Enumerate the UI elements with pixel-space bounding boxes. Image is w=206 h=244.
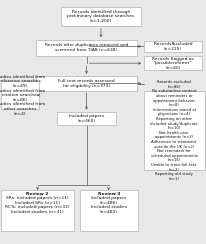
FancyBboxPatch shape [61,7,141,26]
Text: Records identified through
preliminary database searches
(n=1,200): Records identified through preliminary d… [67,10,135,23]
FancyBboxPatch shape [80,190,138,231]
FancyBboxPatch shape [144,91,205,170]
Text: Records excluded
(n=225): Records excluded (n=225) [154,42,192,51]
FancyBboxPatch shape [57,112,116,125]
Text: Records excluded
(n=86)
No substantive content
about reminders or
appointment be: Records excluded (n=86) No substantive c… [150,80,198,181]
Text: Review 2: Review 2 [26,192,49,195]
Text: SRs: included papers (n=11)
Included SRs (n=11)
RCTs: included papers (n=32)
Inc: SRs: included papers (n=11) Included SRs… [5,196,70,214]
FancyBboxPatch shape [36,76,137,91]
Text: Full-text records assessed
for eligibility (n=373): Full-text records assessed for eligibili… [58,79,115,88]
Text: Included papers
(n=486)
Included studies
(n=483): Included papers (n=486) Included studies… [91,196,127,214]
Text: Records after duplicates removed and
screened from TIAB (n=638): Records after duplicates removed and scr… [45,43,128,52]
Text: Studies identified from
reference searches
(n=49)
Studies identified from
citati: Studies identified from reference search… [0,75,45,116]
FancyBboxPatch shape [1,81,39,109]
FancyBboxPatch shape [144,56,202,70]
Text: Review 3: Review 3 [97,192,120,195]
FancyBboxPatch shape [144,41,202,52]
FancyBboxPatch shape [1,190,74,231]
FancyBboxPatch shape [36,40,137,56]
Text: Records flagged as
"possiblereferrer"
(n=40): Records flagged as "possiblereferrer" (n… [152,57,194,70]
Text: Included papers
(n=460): Included papers (n=460) [69,114,104,123]
